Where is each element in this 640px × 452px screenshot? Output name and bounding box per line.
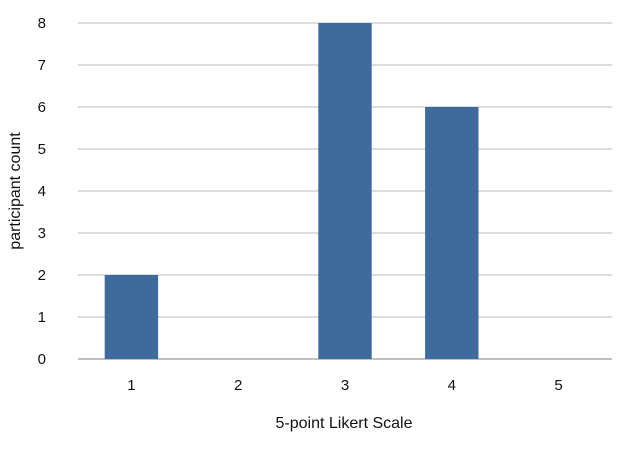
bar-4: [425, 107, 479, 359]
y-tick-label: 0: [38, 351, 46, 368]
y-axis-label: participant count: [7, 132, 24, 250]
y-tick-labels: 0 1 2 3 4 5 6 7 8: [38, 15, 46, 368]
x-tick-labels: 1 2 3 4 5: [127, 377, 563, 394]
x-tick-label: 2: [234, 377, 242, 394]
y-tick-label: 1: [38, 309, 46, 326]
x-axis-label: 5-point Likert Scale: [276, 415, 413, 432]
y-tick-label: 4: [38, 183, 46, 200]
y-tick-label: 3: [38, 225, 46, 242]
x-tick-label: 3: [341, 377, 349, 394]
y-tick-label: 8: [38, 15, 46, 32]
x-tick-label: 4: [448, 377, 456, 394]
y-tick-label: 7: [38, 57, 46, 74]
x-tick-label: 5: [554, 377, 562, 394]
y-tick-label: 2: [38, 267, 46, 284]
y-tick-label: 5: [38, 141, 46, 158]
x-tick-label: 1: [127, 377, 135, 394]
bars: [104, 23, 479, 359]
bar-3: [318, 23, 372, 359]
y-tick-label: 6: [38, 99, 46, 116]
bar-1: [104, 275, 159, 359]
